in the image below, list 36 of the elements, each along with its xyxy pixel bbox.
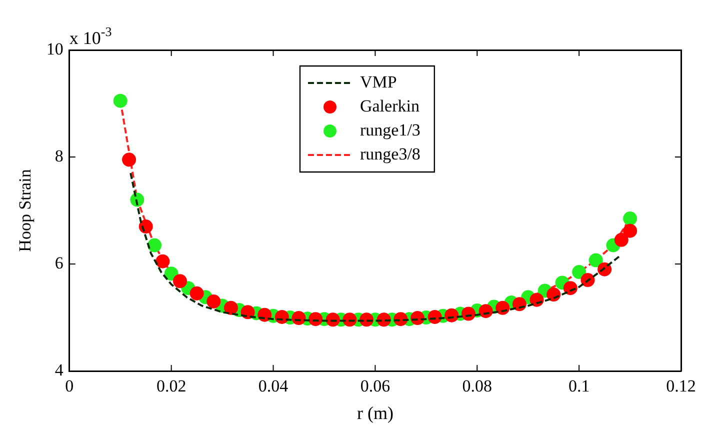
point [173, 274, 187, 288]
point [206, 294, 221, 308]
point [326, 312, 340, 327]
x-axis-title: r (m) [356, 402, 394, 423]
legend-label: runge3/8 [360, 144, 420, 164]
x-tick-label: 0.12 [666, 376, 696, 396]
legend-label: Galerkin [360, 96, 420, 116]
point [148, 238, 162, 252]
y-tick-label: 6 [54, 253, 64, 272]
point [122, 152, 136, 167]
point [623, 212, 638, 226]
point [496, 300, 510, 315]
legend-label: VMP [360, 72, 397, 92]
x-tick-label: 0.08 [462, 376, 492, 396]
point [156, 254, 170, 268]
point [623, 224, 638, 238]
x-tick-label: 0.04 [258, 376, 289, 396]
x-tick-label: 0.1 [568, 376, 590, 396]
y-tick-label: 10 [46, 39, 64, 58]
y-tick-label: 4 [54, 360, 64, 380]
legend-label: runge1/3 [360, 120, 420, 140]
point [138, 220, 153, 234]
y-tick-label: 8 [54, 146, 64, 166]
point [308, 312, 323, 326]
point [461, 306, 476, 321]
point [572, 265, 586, 280]
y-axis-title: Hoop Strain [16, 168, 35, 252]
x-tick-label: 0.02 [156, 376, 186, 396]
point [224, 300, 238, 315]
x-tick-label: 0 [65, 376, 74, 396]
x-tick-label: 0.06 [360, 376, 390, 396]
point [588, 253, 603, 268]
point [190, 286, 204, 300]
point [478, 304, 493, 318]
point [614, 232, 628, 247]
point [113, 94, 128, 108]
